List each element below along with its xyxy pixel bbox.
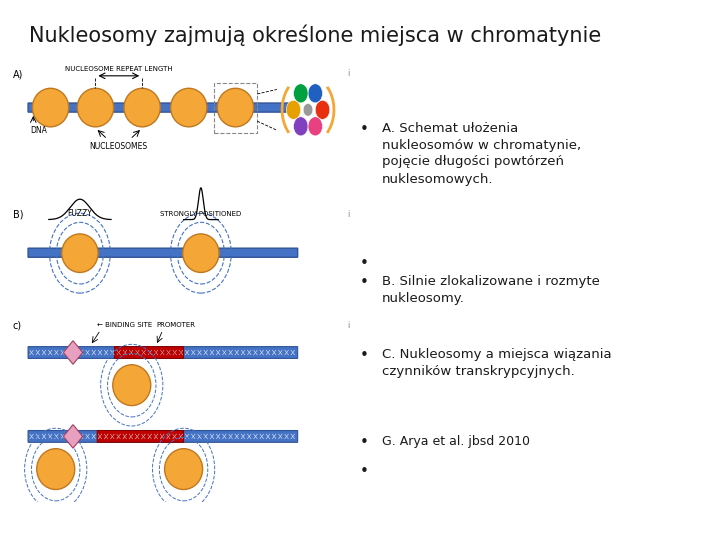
Polygon shape [63, 341, 83, 364]
Ellipse shape [77, 88, 114, 127]
Text: B): B) [12, 210, 23, 220]
Text: •: • [360, 464, 369, 480]
Ellipse shape [165, 449, 202, 489]
Text: •: • [360, 435, 369, 450]
Ellipse shape [37, 449, 75, 489]
FancyBboxPatch shape [114, 347, 184, 359]
Text: i: i [347, 210, 349, 219]
Text: c): c) [12, 321, 22, 331]
Text: i: i [347, 321, 349, 330]
Text: •: • [360, 256, 369, 272]
Ellipse shape [308, 117, 323, 136]
Ellipse shape [113, 364, 150, 406]
Ellipse shape [124, 88, 161, 127]
Text: •: • [360, 348, 369, 363]
Ellipse shape [308, 84, 323, 103]
Polygon shape [63, 424, 83, 448]
Text: A. Schemat ułożenia
nukleosomów w chromatynie,
pojęcie długości powtórzeń
nukles: A. Schemat ułożenia nukleosomów w chroma… [382, 122, 581, 186]
Text: STRONGLY POSITIONED: STRONGLY POSITIONED [161, 212, 241, 218]
Ellipse shape [294, 84, 308, 103]
Text: B. Silnie zlokalizowane i rozmyte
nukleosomy.: B. Silnie zlokalizowane i rozmyte nukleo… [382, 275, 600, 306]
Text: A): A) [12, 69, 23, 79]
Text: •: • [360, 122, 369, 137]
Text: G. Arya et al. jbsd 2010: G. Arya et al. jbsd 2010 [382, 435, 530, 448]
Text: •: • [360, 275, 369, 291]
FancyBboxPatch shape [28, 248, 297, 257]
Ellipse shape [32, 88, 68, 127]
FancyBboxPatch shape [28, 347, 297, 359]
FancyBboxPatch shape [97, 430, 184, 442]
Text: ← BINDING SITE: ← BINDING SITE [97, 321, 153, 328]
FancyBboxPatch shape [28, 103, 297, 112]
Ellipse shape [171, 88, 207, 127]
Text: i: i [347, 69, 349, 78]
Text: DNA: DNA [30, 126, 47, 134]
Ellipse shape [62, 234, 98, 273]
Text: PROMOTER: PROMOTER [156, 321, 195, 328]
Ellipse shape [217, 88, 253, 127]
Text: C. Nukleosomy a miejsca wiązania
czynników transkrypcyjnych.: C. Nukleosomy a miejsca wiązania czynnik… [382, 348, 611, 379]
Ellipse shape [303, 104, 313, 116]
Text: FUZZY: FUZZY [68, 210, 92, 219]
FancyBboxPatch shape [28, 430, 297, 442]
Ellipse shape [294, 117, 308, 136]
Text: NUCLEOSOME REPEAT LENGTH: NUCLEOSOME REPEAT LENGTH [65, 66, 173, 72]
Ellipse shape [287, 100, 301, 119]
Ellipse shape [183, 234, 219, 273]
Text: NUCLEOSOMES: NUCLEOSOMES [90, 141, 148, 151]
Text: Nukleosomy zajmują określone miejsca w chromatynie: Nukleosomy zajmują określone miejsca w c… [29, 24, 601, 46]
Ellipse shape [315, 100, 330, 119]
